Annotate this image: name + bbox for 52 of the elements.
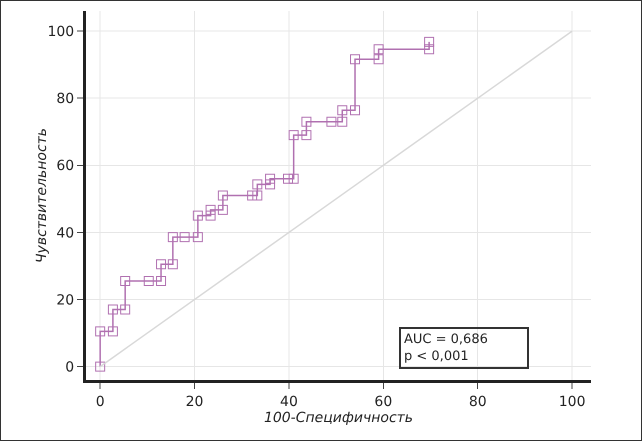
- point: [424, 44, 434, 54]
- y-tick-label: 40: [56, 225, 74, 242]
- point: [288, 130, 299, 140]
- point: [120, 276, 130, 286]
- point: [206, 210, 216, 221]
- point: [95, 326, 106, 336]
- point: [168, 232, 178, 242]
- point: [288, 174, 299, 184]
- point: [192, 232, 203, 242]
- point: [144, 276, 154, 286]
- point: [424, 36, 434, 47]
- point: [350, 105, 360, 116]
- y-tick-label: 20: [56, 292, 74, 308]
- x-tick-label: 60: [374, 394, 392, 410]
- annotation: AUC = 0,686 p < 0,001: [404, 332, 488, 364]
- y-axis-title: Чувствительность: [34, 128, 50, 264]
- point: [168, 259, 178, 270]
- point: [374, 44, 384, 54]
- point: [120, 304, 130, 315]
- point: [337, 105, 348, 116]
- point: [252, 179, 262, 190]
- point: [156, 259, 166, 270]
- point: [108, 304, 118, 315]
- x-axis-title: 100-Специфичность: [264, 410, 414, 426]
- y-tick-label: 100: [47, 24, 74, 40]
- y-tick-label: 0: [65, 359, 74, 376]
- point: [180, 232, 190, 242]
- point: [283, 174, 293, 184]
- point: [156, 276, 166, 286]
- x-tick-label: 80: [468, 394, 487, 410]
- x-tick-label: 40: [280, 394, 298, 410]
- point: [108, 326, 118, 336]
- point: [265, 174, 276, 184]
- point: [206, 204, 216, 215]
- x-tick-label: 20: [186, 394, 204, 410]
- point: [337, 116, 348, 127]
- point: [265, 179, 276, 190]
- y-tick-label: 60: [56, 158, 74, 174]
- point: [252, 190, 262, 200]
- point: [218, 190, 228, 200]
- point: [218, 204, 228, 215]
- point: [326, 116, 336, 127]
- point: [350, 54, 360, 64]
- point: [301, 130, 312, 140]
- point: [192, 210, 203, 221]
- y-tick-label: 80: [56, 91, 74, 108]
- point: [95, 362, 106, 372]
- point: [247, 190, 258, 200]
- x-tick-label: 100: [558, 394, 586, 410]
- point: [374, 54, 384, 64]
- x-tick-label: 0: [96, 394, 105, 410]
- point: [301, 116, 312, 127]
